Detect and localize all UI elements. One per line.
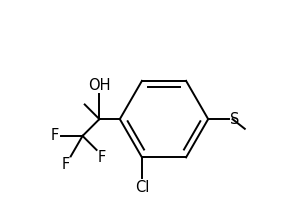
Text: F: F	[61, 158, 69, 172]
Text: F: F	[51, 128, 59, 143]
Text: Cl: Cl	[135, 179, 149, 194]
Text: S: S	[230, 112, 239, 127]
Text: OH: OH	[88, 78, 111, 93]
Text: F: F	[98, 150, 106, 165]
